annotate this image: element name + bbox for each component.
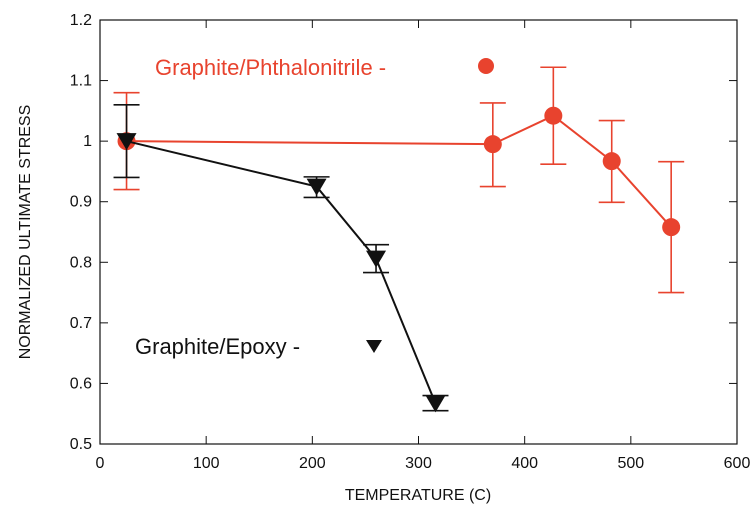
data-point-phthalonitrile xyxy=(544,106,563,125)
data-point-epoxy xyxy=(425,395,446,413)
series-layer xyxy=(113,66,685,413)
y-tick-label: 1 xyxy=(83,133,92,150)
y-tick-label: 0.5 xyxy=(70,436,92,453)
x-tick-label: 400 xyxy=(511,455,538,472)
y-tick-label: 1.2 xyxy=(70,12,92,29)
x-axis-title: TEMPERATURE (C) xyxy=(345,487,491,504)
x-tick-label: 600 xyxy=(724,455,751,472)
x-tick-label: 100 xyxy=(193,455,220,472)
y-tick-label: 1.1 xyxy=(70,73,92,90)
legend-marker-graphite-phthalonitrile xyxy=(478,58,494,74)
data-point-phthalonitrile xyxy=(602,152,621,171)
data-point-epoxy xyxy=(116,133,137,151)
data-point-epoxy xyxy=(306,178,327,196)
legend-label-graphite-phthalonitrile: Graphite/Phthalonitrile - xyxy=(155,55,386,80)
legend-marker-graphite-epoxy xyxy=(366,340,382,353)
plot-frame xyxy=(99,19,738,445)
y-tick-label: 0.8 xyxy=(70,254,92,271)
series-line-epoxy xyxy=(126,140,437,404)
y-axis-ticks: 0.5 0.6 0.7 0.8 0.9 1 1.1 1.2 xyxy=(70,12,737,453)
y-tick-label: 0.9 xyxy=(70,194,92,211)
y-tick-label: 0.7 xyxy=(70,315,92,332)
legend-label-graphite-epoxy: Graphite/Epoxy - xyxy=(135,334,300,359)
x-tick-label: 300 xyxy=(405,455,432,472)
x-tick-label: 200 xyxy=(299,455,326,472)
y-tick-label: 0.6 xyxy=(70,375,92,392)
series-line-phthalonitrile xyxy=(126,114,672,228)
data-point-phthalonitrile xyxy=(483,135,502,154)
x-axis-ticks: 0 100 200 300 400 500 600 xyxy=(96,20,751,472)
x-tick-label: 500 xyxy=(617,455,644,472)
data-point-epoxy xyxy=(366,250,387,268)
y-axis-title: NORMALIZED ULTIMATE STRESS xyxy=(17,105,34,360)
legend: Graphite/Phthalonitrile - Graphite/Epoxy… xyxy=(135,55,494,359)
data-point-phthalonitrile xyxy=(662,218,681,237)
x-tick-label: 0 xyxy=(96,455,105,472)
